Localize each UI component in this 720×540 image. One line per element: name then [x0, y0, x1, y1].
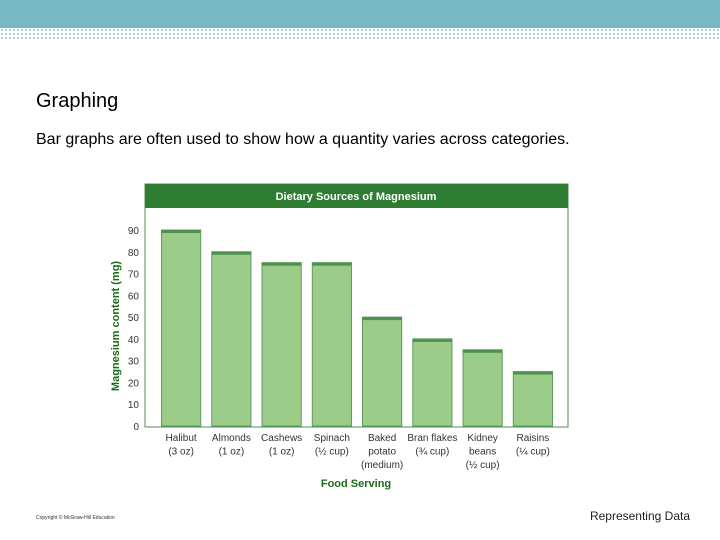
chart-title-band: [145, 184, 568, 208]
y-tick-label: 80: [128, 248, 140, 259]
category-label: Raisins (¼ cup): [516, 433, 550, 458]
bar-top-edge: [513, 371, 553, 375]
bar: [261, 262, 302, 427]
bar-top-edge: [412, 338, 452, 342]
footer-section-label: Representing Data: [589, 509, 690, 523]
category-label: Spinach (½ cup): [314, 433, 350, 458]
bar: [161, 229, 202, 427]
bar: [311, 262, 352, 427]
chart-title: Dietary Sources of Magnesium: [276, 191, 437, 203]
bar-top-edge: [211, 251, 251, 255]
y-tick-label: 50: [128, 313, 140, 324]
bar-chart: Dietary Sources of Magnesium Magnesium c…: [100, 182, 580, 497]
y-tick-label: 30: [128, 357, 140, 368]
bar-top-edge: [262, 262, 302, 266]
slide-title: Graphing: [36, 90, 119, 112]
bar: [211, 251, 252, 427]
bar: [362, 316, 403, 427]
bar-top-edge: [463, 349, 503, 353]
y-tick-label: 60: [128, 291, 140, 302]
y-tick-label: 40: [128, 335, 140, 346]
category-label: Baked potato (medium): [361, 433, 403, 471]
category-label: Almonds (1 oz): [212, 433, 251, 458]
y-tick-label: 20: [128, 378, 140, 389]
bar: [462, 349, 503, 427]
header-dot-pattern: [0, 28, 720, 40]
bar-top-edge: [362, 317, 402, 321]
x-axis-label: Food Serving: [321, 478, 391, 490]
bar: [412, 338, 453, 427]
y-axis-ticks: 0 10 20 30 40 50 60 70 80 90: [128, 226, 140, 433]
y-tick-label: 10: [128, 400, 140, 411]
y-tick-label: 0: [133, 422, 139, 433]
copyright-text: Copyright © McGraw-Hill Education: [36, 515, 115, 521]
category-labels: Halibut (3 oz) Almonds (1 oz) Cashews (1 oz) S…: [166, 433, 550, 471]
bar: [512, 371, 553, 427]
bar-top-edge: [161, 230, 201, 233]
category-label: Kidney beans (½ cup): [466, 433, 500, 471]
bar-top-edge: [312, 262, 352, 266]
y-axis-label: Magnesium content (mg): [110, 261, 122, 392]
chart-svg: Dietary Sources of Magnesium Magnesium c…: [110, 183, 569, 490]
header-band: [0, 0, 720, 28]
category-label: Halibut (3 oz): [166, 433, 197, 458]
slide-subtitle: Bar graphs are often used to show how a …: [36, 131, 570, 148]
y-tick-label: 70: [128, 270, 140, 281]
category-label: Cashews (1 oz): [261, 433, 302, 458]
bars-group: [161, 229, 553, 427]
category-label: Bran flakes (¾ cup): [407, 433, 457, 458]
y-tick-label: 90: [128, 226, 140, 237]
chart-frame: [144, 183, 569, 428]
